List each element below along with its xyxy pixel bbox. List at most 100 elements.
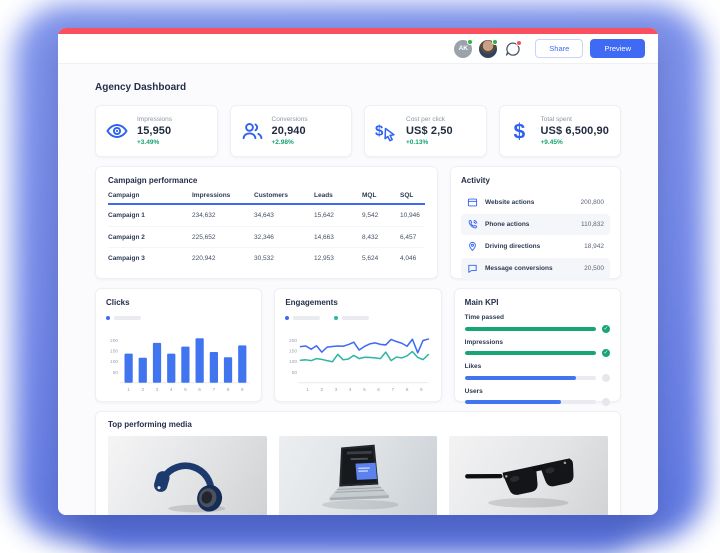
- media-tile-sunglasses[interactable]: [449, 436, 609, 515]
- progress-track: [464, 375, 596, 380]
- media-tile-laptop[interactable]: [278, 436, 438, 515]
- svg-text:6: 6: [198, 387, 201, 393]
- kpi-progress-item: Users: [464, 388, 610, 406]
- chat-icon[interactable]: [504, 39, 523, 58]
- column-header: Leads: [314, 192, 333, 199]
- avatar-initials[interactable]: AK: [454, 38, 474, 58]
- progress-track: [464, 400, 596, 404]
- kpi-value: US$ 2,50: [406, 125, 453, 137]
- kpi-label: Impressions: [137, 116, 173, 123]
- activity-card: Activity Website actions 200,800 P: [450, 166, 621, 279]
- engagements-legend: [285, 314, 430, 321]
- svg-text:1: 1: [127, 387, 130, 393]
- online-status-dot: [467, 38, 474, 45]
- campaign-performance-card: Campaign performance Campaign Impression…: [95, 166, 438, 279]
- svg-text:150: 150: [289, 349, 297, 355]
- activity-value: 20,500: [584, 265, 604, 272]
- campaign-performance-title: Campaign performance: [108, 176, 198, 185]
- svg-text:200: 200: [289, 338, 297, 344]
- laptop-illustration: [321, 444, 399, 510]
- progress-fill: [464, 351, 596, 355]
- svg-text:4: 4: [349, 387, 352, 393]
- cell-impressions: 220,942: [192, 255, 216, 262]
- top-performing-media-card: Top performing media: [95, 411, 621, 515]
- list-item: Driving directions 18,942: [461, 236, 610, 257]
- activity-value: 110,832: [580, 221, 604, 228]
- svg-text:2: 2: [141, 387, 144, 393]
- svg-text:8: 8: [227, 387, 230, 393]
- kpi-progress-label: Impressions: [464, 338, 503, 346]
- svg-text:6: 6: [378, 387, 381, 393]
- activity-value: 200,800: [580, 199, 605, 206]
- dashboard-window: AK Share Preview Agency Dashboard: [58, 28, 658, 515]
- engagements-line-chart: 50 100 150 200 1 2 3 4 5 6 7 8 9: [289, 338, 430, 393]
- avatar-initials-text: AK: [458, 45, 468, 52]
- pending-circle-icon: [601, 398, 610, 406]
- legend-placeholder: [342, 315, 370, 320]
- kpi-label: Conversions: [271, 116, 308, 123]
- svg-text:1: 1: [307, 387, 310, 393]
- svg-text:50: 50: [292, 370, 298, 376]
- kpi-delta: +9.45%: [540, 139, 563, 146]
- table-row: Campaign 1 234,632 34,643 15,642 9,542 1…: [108, 205, 425, 227]
- cell-sql: 4,046: [400, 255, 417, 262]
- eye-icon: [106, 124, 128, 138]
- svg-text:9: 9: [241, 387, 244, 393]
- kpi-row: Impressions 15,950 +3.49% Conversions 20…: [95, 105, 621, 157]
- avatar-photo[interactable]: [479, 38, 499, 58]
- cell-customers: 32,346: [254, 233, 274, 241]
- progress-track: [464, 351, 596, 355]
- check-circle-icon: [601, 324, 610, 333]
- kpi-delta: +2.98%: [271, 139, 294, 146]
- svg-text:$: $: [513, 121, 525, 144]
- column-header: SQL: [400, 192, 414, 199]
- clicks-chart-card: Clicks 50 100 150 200 1 2 3 4 5 6 7 8 9: [95, 288, 263, 402]
- main-kpi-card: Main KPI Time passed Impressions: [453, 288, 621, 406]
- kpi-label: Cost per click: [406, 116, 446, 123]
- list-item: Website actions 200,800: [461, 192, 610, 213]
- charts-row: Clicks 50 100 150 200 1 2 3 4 5 6 7 8 9 Engagements: [95, 288, 621, 406]
- legend-dot: [285, 315, 290, 320]
- cell-customers: 34,643: [254, 212, 274, 219]
- pending-circle-icon: [601, 373, 610, 382]
- cell-campaign: Campaign 2: [108, 233, 145, 241]
- kpi-value: 15,950: [137, 125, 172, 137]
- sunglasses-illustration: [465, 458, 574, 508]
- cell-mql: 9,542: [362, 212, 379, 219]
- kpi-progress-label: Likes: [464, 363, 482, 370]
- kpi-label: Total spent: [540, 116, 572, 123]
- svg-text:50: 50: [113, 370, 119, 376]
- legend-item: [106, 315, 141, 320]
- list-item: Phone actions 110,832: [461, 214, 610, 235]
- svg-text:$: $: [375, 123, 384, 140]
- cell-mql: 8,432: [362, 233, 379, 241]
- people-icon: [242, 123, 262, 140]
- legend-dot: [106, 315, 110, 320]
- window-accent-bar: [58, 28, 658, 34]
- svg-text:3: 3: [335, 387, 338, 393]
- kpi-card-total-spent: $ Total spent US$ 6,500,90 +9.45%: [498, 105, 621, 157]
- svg-text:5: 5: [363, 387, 366, 393]
- share-button[interactable]: Share: [535, 39, 584, 58]
- cell-campaign: Campaign 1: [108, 212, 145, 219]
- svg-text:100: 100: [289, 359, 297, 365]
- preview-button[interactable]: Preview: [590, 39, 645, 58]
- column-header: Customers: [254, 192, 288, 199]
- activity-label: Message conversions: [485, 265, 553, 272]
- kpi-card-cost-per-click: $ Cost per click US$ 2,50 +0.13%: [364, 105, 487, 157]
- svg-text:4: 4: [170, 387, 173, 393]
- cell-campaign: Campaign 3: [108, 255, 145, 262]
- page-title: Agency Dashboard: [95, 82, 187, 93]
- column-header: Impressions: [192, 192, 231, 199]
- headphones-illustration: [154, 462, 226, 513]
- dashboard-content: Agency Dashboard Impressions 15,950 +3.4…: [58, 64, 658, 515]
- media-tile-headphones[interactable]: [108, 436, 267, 515]
- kpi-card-conversions: Conversions 20,940 +2.98%: [229, 105, 352, 157]
- progress-fill: [464, 375, 577, 380]
- svg-text:200: 200: [110, 338, 118, 344]
- activity-label: Phone actions: [485, 221, 530, 228]
- cell-impressions: 225,652: [192, 233, 216, 241]
- cell-leads: 12,953: [314, 255, 334, 262]
- kpi-card-impressions: Impressions 15,950 +3.49%: [95, 105, 218, 157]
- progress-fill: [464, 326, 596, 331]
